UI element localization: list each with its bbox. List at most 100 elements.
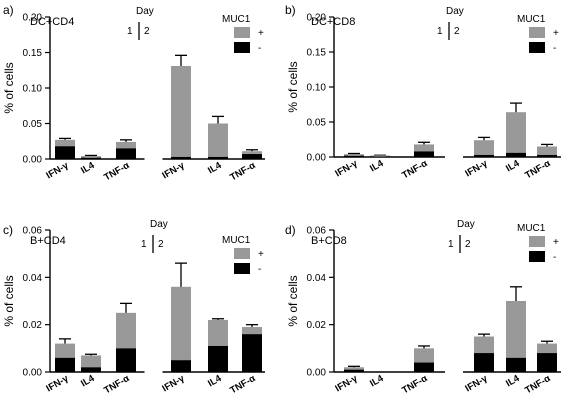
x-tick-label: IFN-γ: [44, 160, 71, 182]
bar-muc1-neg: [474, 353, 494, 372]
panel-title: DC+CD8: [311, 16, 355, 28]
x-tick-label: IL4: [504, 373, 522, 390]
legend-day-label: 2: [454, 26, 460, 37]
legend-swatch-neg: [529, 42, 545, 53]
bar-muc1-neg: [370, 156, 390, 157]
legend-swatch-neg: [234, 42, 250, 53]
legend-muc1-title: MUC1: [222, 14, 251, 25]
x-tick-label: IL4: [79, 160, 97, 177]
bar-muc1-neg: [116, 348, 136, 372]
legend-label-neg: -: [553, 252, 556, 263]
bar-muc1-pos: [474, 140, 494, 155]
bar-muc1-pos: [208, 123, 228, 157]
y-tick-label: 0.04: [307, 273, 327, 284]
y-axis-title: % of cells: [2, 275, 16, 326]
y-tick-label: 0.20: [307, 13, 327, 24]
bar-muc1-neg: [474, 154, 494, 157]
bar-muc1-neg: [55, 146, 75, 159]
x-tick-label: TNF-α: [228, 160, 257, 183]
legend-label-pos: +: [553, 237, 559, 248]
legend-day-title: Day: [150, 219, 168, 230]
y-tick-label: 0.10: [23, 84, 43, 95]
panel-letter: c): [3, 223, 13, 237]
bar-muc1-neg: [81, 157, 101, 159]
legend-day-label: 1: [141, 239, 147, 250]
legend-muc1-title: MUC1: [517, 14, 546, 25]
legend-day-label: 2: [158, 239, 164, 250]
y-axis-title: % of cells: [286, 275, 300, 326]
x-tick-label: TNF-α: [523, 158, 552, 181]
bar-muc1-neg: [242, 334, 262, 372]
bar-muc1-neg: [208, 156, 228, 159]
x-tick-label: IFN-γ: [160, 373, 187, 395]
bar-muc1-pos: [506, 301, 526, 358]
y-tick-label: 0.00: [23, 155, 43, 166]
legend-label-pos: +: [553, 28, 559, 39]
x-tick-label: IL4: [368, 373, 386, 390]
legend-label-pos: +: [258, 28, 264, 39]
legend-swatch-pos: [529, 27, 545, 38]
legend-day-title: Day: [446, 6, 464, 17]
bar-muc1-pos: [537, 343, 557, 354]
y-tick-label: 0.00: [307, 368, 327, 379]
x-tick-label: TNF-α: [228, 373, 257, 396]
bar-muc1-neg: [414, 151, 434, 157]
x-tick-label: IFN-γ: [160, 160, 187, 182]
x-tick-label: TNF-α: [400, 373, 429, 396]
bar-muc1-neg: [55, 357, 75, 372]
bar-muc1-neg: [116, 148, 136, 159]
panel-title: DC+CD4: [30, 16, 74, 28]
panel-letter: d): [285, 223, 296, 237]
legend-label-neg: -: [258, 43, 261, 54]
legend-day-title: Day: [136, 6, 154, 17]
legend-day-title: Day: [457, 219, 475, 230]
panel-letter: b): [285, 3, 296, 17]
bar-muc1-pos: [506, 112, 526, 153]
y-tick-label: 0.15: [307, 48, 327, 59]
legend-swatch-neg: [529, 251, 545, 262]
x-tick-label: TNF-α: [523, 373, 552, 396]
bar-muc1-neg: [537, 353, 557, 372]
bar-muc1-neg: [344, 155, 364, 157]
bar-muc1-neg: [537, 154, 557, 157]
bar-muc1-pos: [81, 355, 101, 368]
y-tick-label: 0.10: [307, 83, 327, 94]
y-tick-label: 0.20: [23, 13, 43, 24]
x-tick-label: TNF-α: [400, 158, 429, 181]
bar-muc1-pos: [208, 319, 228, 346]
bar-muc1-neg: [208, 345, 228, 372]
x-tick-label: IL4: [368, 158, 386, 175]
legend-day-label: 1: [437, 26, 443, 37]
bar-muc1-neg: [171, 156, 191, 159]
y-tick-label: 0.02: [23, 320, 43, 331]
y-axis-title: % of cells: [2, 62, 16, 113]
bar-muc1-neg: [344, 369, 364, 372]
bar-muc1-neg: [506, 357, 526, 372]
y-tick-label: 0.00: [307, 153, 327, 164]
bar-muc1-pos: [414, 144, 434, 152]
y-tick-label: 0.06: [23, 226, 43, 237]
bar-muc1-pos: [171, 286, 191, 361]
panel-title: B+CD4: [30, 235, 66, 247]
legend-swatch-neg: [234, 263, 250, 274]
legend-muc1-title: MUC1: [222, 235, 251, 246]
legend-day-label: 1: [127, 26, 133, 37]
x-tick-label: IL4: [206, 373, 224, 390]
y-tick-label: 0.02: [307, 320, 327, 331]
x-tick-label: IL4: [79, 373, 97, 390]
panel-title: B+CD8: [311, 235, 347, 247]
legend-day-label: 1: [448, 239, 454, 250]
legend-day-label: 2: [465, 239, 471, 250]
y-tick-label: 0.04: [23, 273, 43, 284]
x-tick-label: IFN-γ: [463, 158, 490, 180]
bar-muc1-pos: [55, 343, 75, 358]
x-tick-label: IFN-γ: [333, 373, 360, 395]
bar-muc1-pos: [537, 146, 557, 155]
panel-letter: a): [3, 3, 14, 17]
y-tick-label: 0.15: [23, 48, 43, 59]
x-tick-label: IFN-γ: [463, 373, 490, 395]
y-tick-label: 0.00: [23, 368, 43, 379]
